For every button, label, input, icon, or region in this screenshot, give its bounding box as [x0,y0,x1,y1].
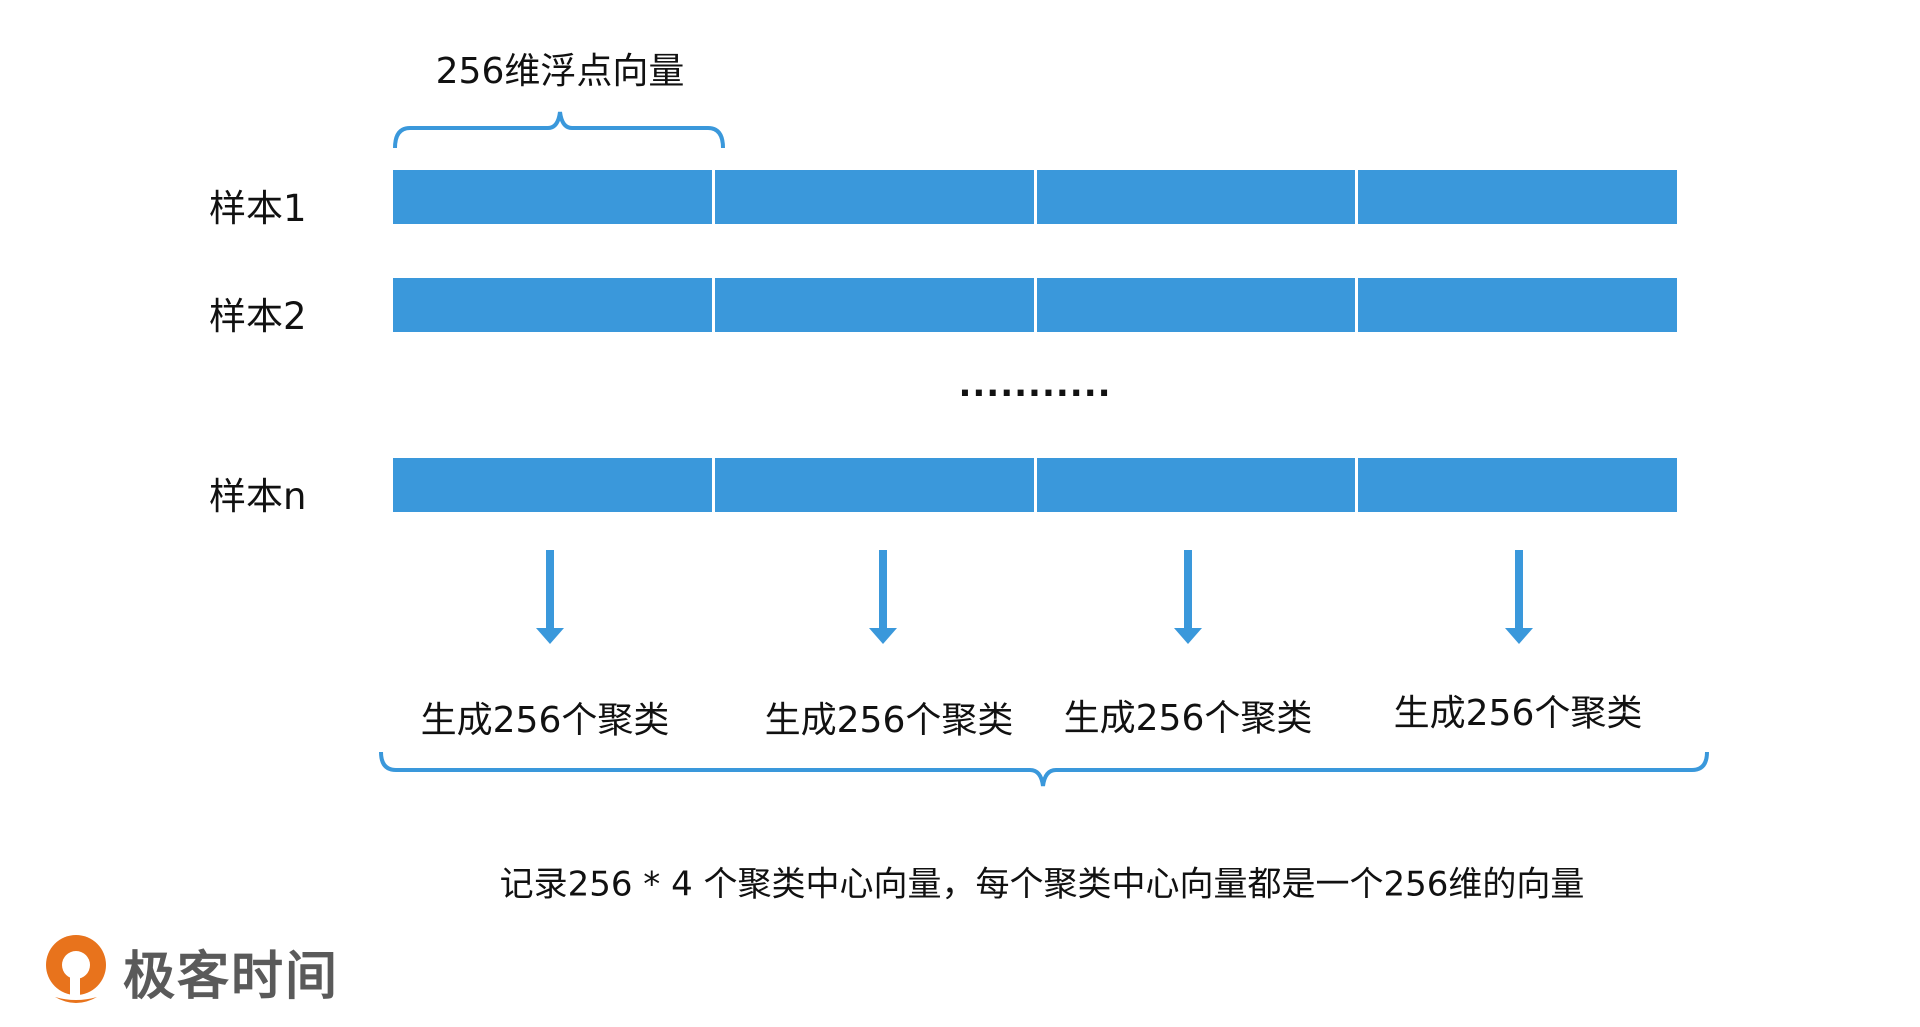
segment [1358,458,1677,512]
bottom-brace [379,751,1709,787]
segment [393,458,712,512]
segment [393,170,712,224]
segment [1036,170,1356,224]
segment [1358,170,1677,224]
cluster-label-1: 生成256个聚类 [420,700,670,741]
logo: 极客时间 [43,933,339,1009]
segment [714,170,1034,224]
segment [1036,458,1356,512]
segment [1358,278,1677,332]
segment [1036,278,1356,332]
top-brace [393,111,725,149]
logo-text: 极客时间 [123,946,340,1007]
segment [714,278,1034,332]
vector-dimension-label: 256维浮点向量 [435,51,685,92]
sample-2-vector [393,278,1677,332]
ellipsis: ........... [958,365,1112,405]
segment [714,458,1034,512]
cluster-label-2: 生成256个聚类 [764,700,1014,741]
row-label-sample-1: 样本1 [209,187,307,230]
sample-n-vector [393,458,1677,512]
summary-text: 记录256 * 4 个聚类中心向量，每个聚类中心向量都是一个256维的向量 [499,864,1585,905]
down-arrow-icon [1505,550,1533,644]
logo-mark-icon [46,935,106,1003]
segment [393,278,712,332]
row-label-sample-n: 样本n [209,475,307,518]
cluster-label-4: 生成256个聚类 [1393,693,1643,734]
down-arrow-icon [1174,550,1202,644]
sample-1-vector [393,170,1677,224]
down-arrow-icon [869,550,897,644]
cluster-label-3: 生成256个聚类 [1063,698,1313,739]
row-label-sample-2: 样本2 [209,295,307,338]
down-arrow-icon [536,550,564,644]
